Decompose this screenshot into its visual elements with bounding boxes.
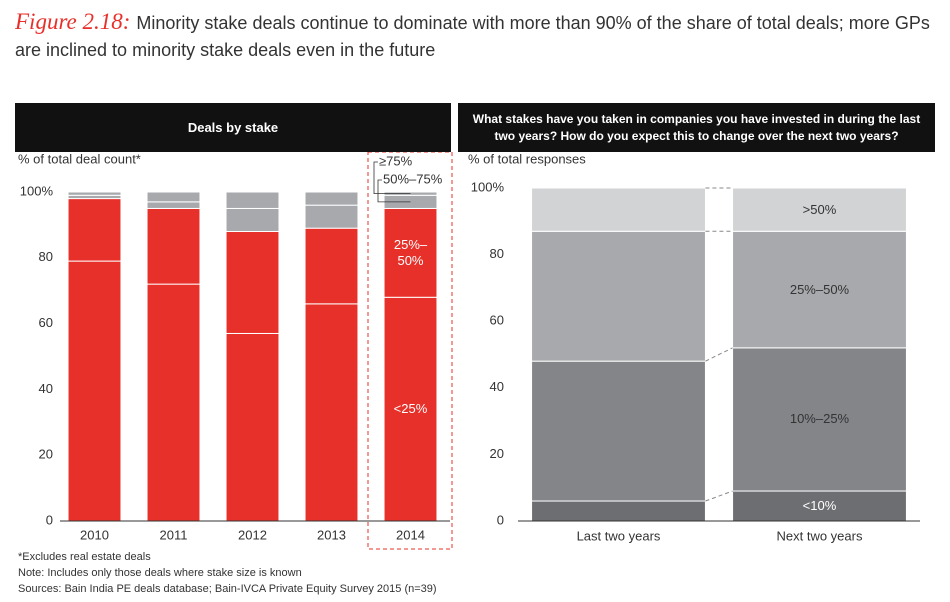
bar-segment <box>304 191 359 206</box>
footnote: Sources: Bain India PE deals database; B… <box>18 583 437 595</box>
x-tick-label: 2011 <box>160 527 188 542</box>
y-tick-label: 40 <box>39 381 53 396</box>
y-tick-label: 80 <box>39 249 53 264</box>
y-tick-label: 0 <box>497 512 504 527</box>
x-tick-label: 2010 <box>80 527 109 542</box>
callout-leader <box>377 179 411 203</box>
y-axis-title: % of total responses <box>468 151 586 166</box>
footnote: *Excludes real estate deals <box>18 551 151 563</box>
highlight-box <box>367 151 453 550</box>
callout-leader <box>373 161 411 195</box>
y-tick-label: 0 <box>46 512 53 527</box>
y-tick-label: 60 <box>39 315 53 330</box>
connector <box>705 490 733 502</box>
bar-segment <box>225 332 280 522</box>
bar-segment <box>67 198 122 262</box>
bar-segment <box>732 187 907 232</box>
figure-label: Figure 2.18: <box>15 9 131 34</box>
segment-label: <10% <box>802 498 837 513</box>
bar-segment <box>304 204 359 229</box>
bar-segment <box>225 230 280 334</box>
callout-label: ≥75% <box>379 153 413 168</box>
panel-header: What stakes have you taken in companies … <box>458 103 935 152</box>
y-tick-label: 80 <box>490 246 504 261</box>
bar-segment <box>146 201 201 209</box>
x-tick-label: 2013 <box>317 527 346 542</box>
x-tick-label: 2014 <box>396 527 425 542</box>
bar-segment <box>531 500 706 522</box>
segment-label: 10%–25% <box>789 411 850 427</box>
figure-title: Figure 2.18: Minority stake deals continu… <box>15 8 940 64</box>
bar-segment <box>531 360 706 502</box>
y-tick-label: 60 <box>490 313 504 328</box>
y-tick-label: 100% <box>20 183 54 198</box>
footnote: Note: Includes only those deals where st… <box>18 567 302 579</box>
footnotes: *Excludes real estate deals Note: Includ… <box>18 549 437 597</box>
x-tick-label: Last two years <box>577 528 661 543</box>
bar-segment <box>146 283 201 522</box>
segment-label: >50% <box>802 201 837 217</box>
bar-segment <box>732 347 907 492</box>
bar-segment <box>225 191 280 209</box>
bar-segment <box>531 187 706 232</box>
y-tick-label: 100% <box>471 179 505 194</box>
title-text: Minority stake deals continue to dominat… <box>15 13 930 60</box>
bar-segment <box>146 207 201 285</box>
callout-label: 50%–75% <box>383 171 443 186</box>
y-tick-label: 20 <box>39 447 53 462</box>
y-axis-title: % of total deal count* <box>18 151 141 166</box>
bar-segment <box>732 230 907 349</box>
y-tick-label: 20 <box>490 446 504 461</box>
bar-segment <box>146 191 201 203</box>
panel-header: Deals by stake <box>15 103 451 152</box>
y-tick-label: 40 <box>490 379 504 394</box>
segment-label: 25%–50% <box>393 236 428 268</box>
bar-segment <box>67 260 122 522</box>
x-tick-label: 2012 <box>238 527 267 542</box>
x-tick-label: Next two years <box>777 528 863 543</box>
bar-segment <box>304 303 359 522</box>
bar-segment <box>304 227 359 305</box>
bar-segment <box>225 207 280 232</box>
connector <box>705 347 733 362</box>
segment-label: 25%–50% <box>789 281 850 297</box>
segment-label: <25% <box>393 401 428 417</box>
bar-segment <box>531 230 706 362</box>
bar-segment <box>67 191 122 196</box>
